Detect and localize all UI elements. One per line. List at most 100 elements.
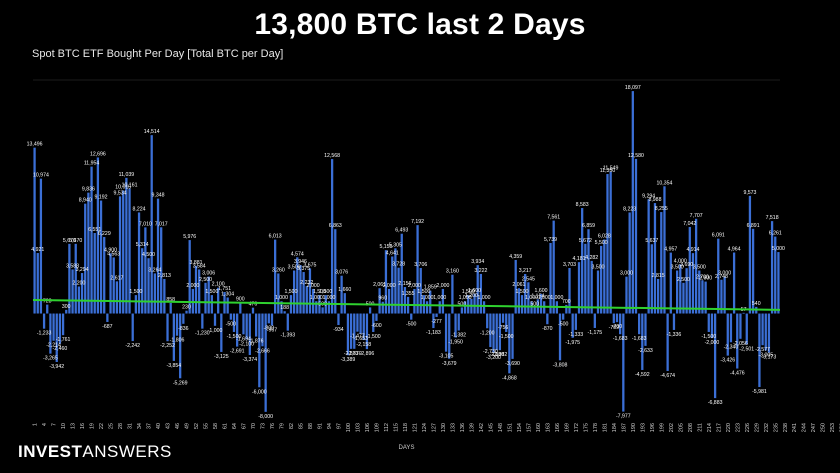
bar-value-label: 1,859 [424,285,437,291]
x-tick-label: 151 [507,423,513,432]
bar-value-label: 1,500 [284,289,297,295]
x-tick-label: 121 [412,423,418,432]
bar [160,227,163,314]
bar [46,304,49,314]
bar [305,286,308,314]
bar-value-label: -1,500 [227,334,242,340]
x-tick-label: 205 [678,423,684,432]
bar [131,313,134,342]
x-tick-label: 238 [783,423,789,432]
x-tick-label: 190 [631,423,637,432]
bar-value-label: -2,873 [344,351,359,357]
bar-value-label: 500 [530,301,539,307]
bar-value-label: 1,000 [538,295,551,301]
bar-value-label: -600 [371,323,381,329]
bar [767,313,771,353]
bar-value-label: -7,977 [616,414,631,420]
bar [650,244,653,314]
x-tick-label: 214 [707,423,713,432]
x-tick-label: 103 [355,423,361,432]
bar [283,311,286,314]
bar-value-label: -2,000 [705,340,720,346]
bar [603,239,606,314]
bar-value-label: -5,981 [752,389,767,395]
bar [115,281,119,314]
bar [587,229,590,314]
bar [365,313,369,350]
bar [666,313,669,371]
x-tick-label: 79 [279,423,285,429]
bar [71,269,74,314]
bar-value-label: 1,500 [319,289,332,295]
bar [615,313,619,323]
bar [558,313,562,361]
bar-value-label: 728 [43,299,52,305]
bar [201,313,204,329]
x-tick-label: 76 [270,423,276,429]
bar-value-label: 3,264 [148,267,161,273]
bar [103,236,106,314]
bar-value-label: -1,230 [195,331,210,337]
x-tick-label: 94 [327,423,333,429]
x-tick-label: 46 [175,423,181,429]
bar-value-label: -1,382 [451,333,466,339]
bar-value-label: -1,950 [448,339,463,345]
x-tick-label: 136 [460,423,466,432]
bar-value-label: 3,500 [671,265,684,271]
bar-value-label: -1,183 [426,330,441,336]
x-tick-label: 49 [185,423,191,429]
bar-value-label: 5,670 [63,238,76,244]
bar-value-label: 476 [249,302,258,308]
bar-value-label: 2,232 [300,280,313,286]
bar [467,295,470,314]
bar-value-label: 5,305 [389,242,402,248]
bar-value-label: 2,000 [383,283,396,289]
bar-value-label: 1,200 [465,293,478,299]
bar-value-label: 858 [166,297,175,303]
x-tick-label: 157 [526,423,532,432]
bar [736,313,739,369]
bar-value-label: 6,863 [329,223,342,229]
x-tick-label: 127 [431,423,437,432]
bar-value-label: -3,265 [43,356,58,362]
bar-value-label: 1,154 [531,293,544,299]
bar-value-label: 8,224 [133,206,146,212]
bar-value-label: -789 [609,325,619,331]
bar-value-label: 1,000 [478,295,491,301]
x-tick-label: 166 [555,423,561,432]
bar [669,252,672,314]
bar-value-label: 6,091 [712,233,725,239]
bar [277,273,280,314]
bar [568,268,571,314]
bar [68,243,71,314]
bar [647,199,650,314]
x-tick-label: 145 [488,423,494,432]
bar [387,288,391,314]
bar [321,307,324,314]
bar-value-label: 5,976 [183,234,196,240]
bar [751,228,755,314]
x-tick-label: 217 [716,423,722,432]
bar-value-label: 4,500 [142,252,155,258]
bar [349,313,353,349]
bar [55,313,58,362]
bar-value-label: -3,105 [439,354,454,360]
bar-value-label: 3,160 [446,269,459,275]
bar [694,218,698,314]
bar [381,301,384,314]
x-tick-label: 7 [52,423,58,426]
bar-value-label: 1,660 [338,287,351,293]
bar-value-label: 13,496 [27,142,43,148]
bar [42,313,46,329]
bar [682,282,685,314]
bar [527,282,530,314]
bar [631,91,634,314]
bar-value-label: 11,549 [603,166,619,172]
bar [774,236,777,314]
bar-value-label: -1,683 [632,336,647,342]
bar [359,313,362,334]
bar [175,313,179,336]
x-tick-label: 82 [289,423,295,429]
x-tick-label: 253 [830,423,836,432]
bar-value-label: 300 [62,304,71,310]
